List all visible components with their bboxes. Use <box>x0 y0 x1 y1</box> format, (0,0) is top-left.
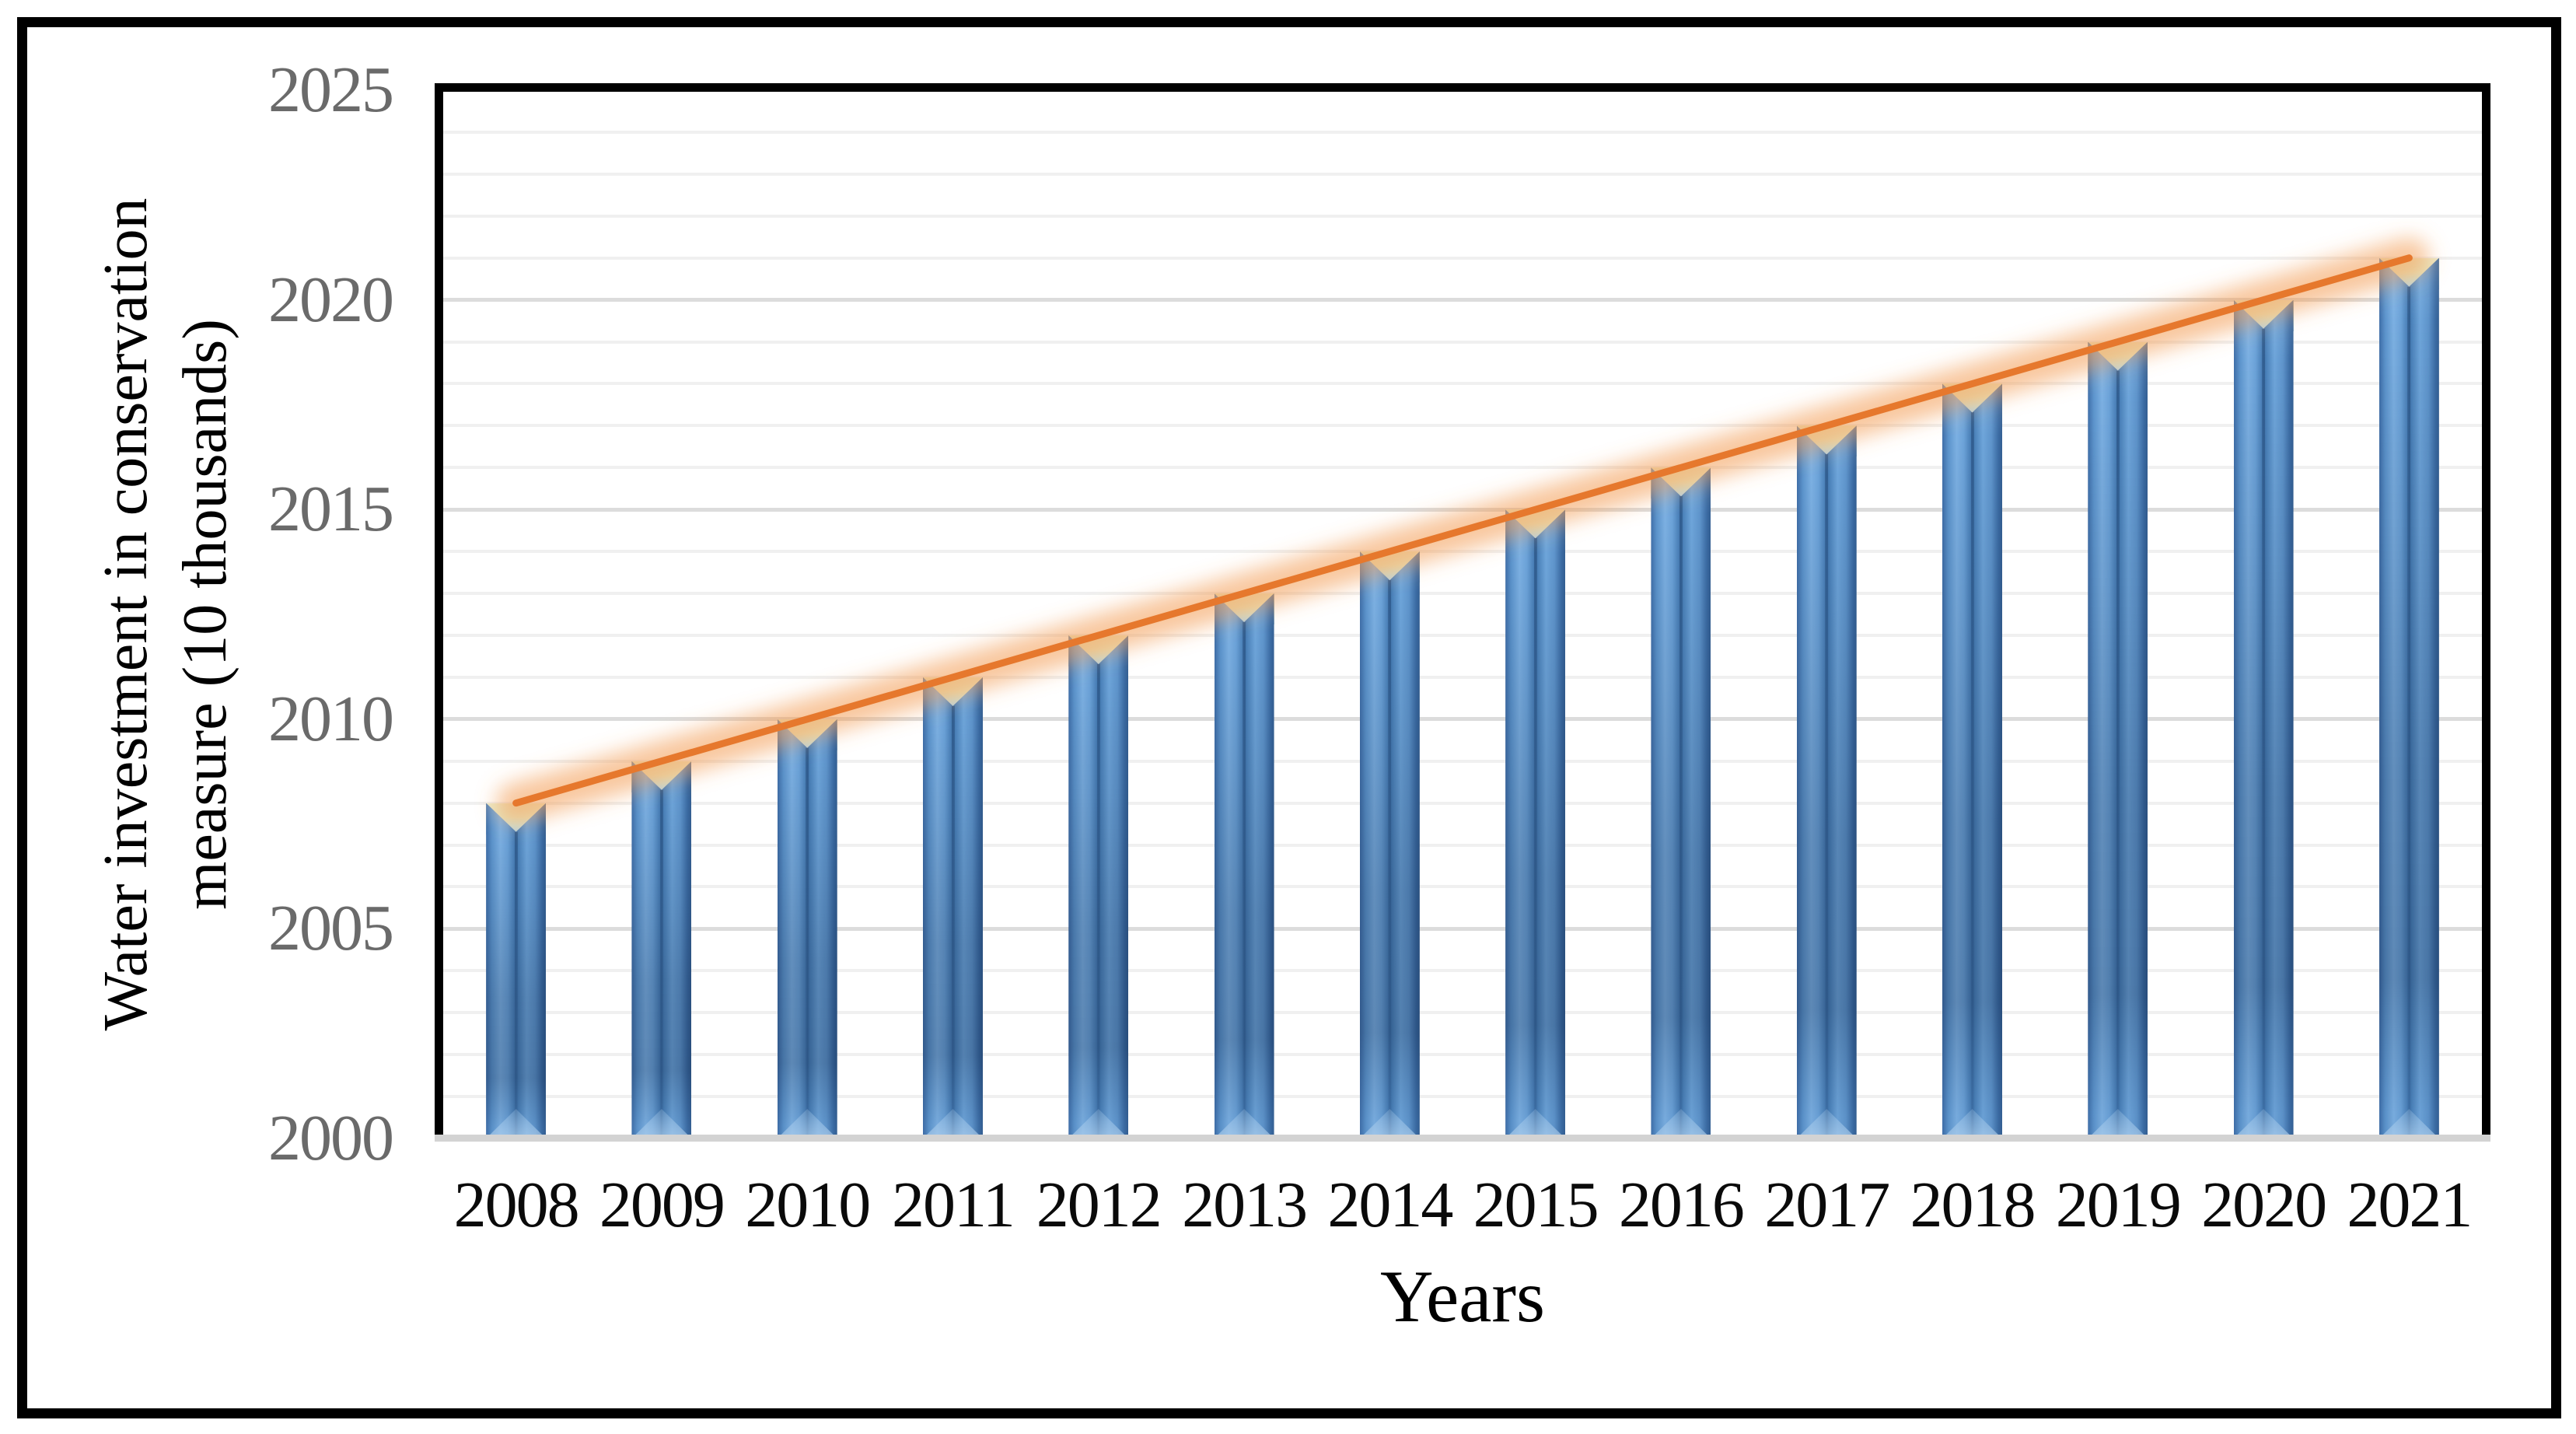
bar-2020 <box>2233 299 2294 1138</box>
bar-2012 <box>1068 635 1129 1138</box>
bar-fill <box>1942 383 2002 1138</box>
trend-line-layer <box>495 237 2430 824</box>
y-tick-label-2015: 2015 <box>268 473 394 546</box>
bar-fill <box>631 761 692 1138</box>
y-axis-line <box>435 83 443 1138</box>
y-axis-title-line-1: Water investment in conservation <box>92 198 160 1031</box>
bar-2013 <box>1214 593 1274 1138</box>
bar-fill <box>923 677 983 1138</box>
bar-center-seam <box>514 831 518 1138</box>
minor-gridline-2002 <box>443 1053 2482 1057</box>
minor-gridline-2009 <box>443 759 2482 763</box>
bar-fill <box>2379 257 2439 1138</box>
minor-gridline-2024 <box>443 130 2482 134</box>
x-tick-label-2011: 2011 <box>892 1169 1015 1241</box>
minor-gridline-2022 <box>443 214 2482 218</box>
bar-2017 <box>1796 425 1857 1138</box>
major-gridline-2020 <box>443 298 2482 303</box>
y-tick-label-2020: 2020 <box>268 263 394 336</box>
y-tick-label-2005: 2005 <box>268 892 394 965</box>
x-tick-label-2016: 2016 <box>1618 1169 1745 1241</box>
bar-fill <box>2088 341 2148 1138</box>
bar-2010 <box>777 719 837 1138</box>
trend-line <box>512 254 2413 807</box>
x-tick-label-2008: 2008 <box>453 1169 580 1241</box>
bar-2015 <box>1505 509 1566 1138</box>
bar-center-seam <box>1679 496 1683 1138</box>
bar-center-seam <box>1388 580 1392 1138</box>
bar-fill <box>2233 299 2294 1138</box>
bar-center-seam <box>806 747 809 1138</box>
major-gridline-2010 <box>443 717 2482 722</box>
bar-center-seam <box>2116 370 2120 1138</box>
bar-2011 <box>923 677 983 1138</box>
x-axis-line <box>435 1135 2490 1142</box>
bar-fill <box>1651 467 1711 1138</box>
x-tick-label-2019: 2019 <box>2055 1169 2182 1241</box>
plot-border-top <box>435 83 2490 92</box>
minor-gridline-2006 <box>443 885 2482 889</box>
x-tick-label-2017: 2017 <box>1764 1169 1890 1241</box>
bar-fill <box>1505 509 1566 1138</box>
x-tick-label-2020: 2020 <box>2201 1169 2327 1241</box>
minor-gridline-2012 <box>443 633 2482 637</box>
bar-fill <box>777 719 837 1138</box>
plot-border-right <box>2482 83 2490 1138</box>
x-tick-label-2010: 2010 <box>745 1169 871 1241</box>
minor-gridline-2003 <box>443 1011 2482 1015</box>
x-tick-label-2021: 2021 <box>2347 1169 2473 1241</box>
bar-fill <box>1359 551 1420 1138</box>
x-tick-label-2015: 2015 <box>1473 1169 1599 1241</box>
x-tick-label-2012: 2012 <box>1036 1169 1162 1241</box>
bar-center-seam <box>1243 622 1246 1138</box>
bar-center-seam <box>1825 454 1829 1138</box>
y-axis-title-line-2: measure (10 thousands) <box>171 319 239 910</box>
bar-center-seam <box>951 705 955 1138</box>
bar-fill <box>486 803 547 1138</box>
minor-gridline-2016 <box>443 466 2482 470</box>
bar-2018 <box>1942 383 2002 1138</box>
y-tick-label-2025: 2025 <box>268 54 394 126</box>
minor-gridline-2007 <box>443 843 2482 847</box>
minor-gridline-2018 <box>443 382 2482 386</box>
minor-gridline-2021 <box>443 256 2482 260</box>
minor-gridline-2004 <box>443 969 2482 973</box>
bar-center-seam <box>1970 412 1974 1138</box>
y-tick-label-2000: 2000 <box>268 1102 394 1174</box>
minor-gridline-2001 <box>443 1095 2482 1099</box>
x-tick-label-2013: 2013 <box>1182 1169 1308 1241</box>
minor-gridline-2023 <box>443 172 2482 176</box>
minor-gridline-2019 <box>443 340 2482 344</box>
x-tick-label-2014: 2014 <box>1327 1169 1453 1241</box>
bar-2021 <box>2379 257 2439 1138</box>
bar-2014 <box>1359 551 1420 1138</box>
bar-2019 <box>2088 341 2148 1138</box>
bar-center-seam <box>659 789 663 1138</box>
plot-area <box>443 90 2482 1138</box>
minor-gridline-2013 <box>443 592 2482 596</box>
bar-2009 <box>631 761 692 1138</box>
y-axis-title: Water investment in conservation measure… <box>86 31 245 1198</box>
y-tick-label-2010: 2010 <box>268 682 394 755</box>
bar-center-seam <box>2407 286 2411 1138</box>
major-gridline-2005 <box>443 926 2482 931</box>
bar-fill <box>1068 635 1129 1138</box>
minor-gridline-2008 <box>443 801 2482 805</box>
bar-center-seam <box>2262 328 2266 1138</box>
bar-center-seam <box>1096 663 1100 1138</box>
bar-center-seam <box>1533 538 1537 1138</box>
x-tick-label-2009: 2009 <box>599 1169 725 1241</box>
x-tick-label-2018: 2018 <box>1910 1169 2036 1241</box>
minor-gridline-2017 <box>443 424 2482 428</box>
minor-gridline-2011 <box>443 675 2482 679</box>
bar-2016 <box>1651 467 1711 1138</box>
x-axis-title: Years <box>1379 1255 1546 1338</box>
bar-fill <box>1214 593 1274 1138</box>
bar-fill <box>1796 425 1857 1138</box>
bar-2008 <box>486 803 547 1138</box>
